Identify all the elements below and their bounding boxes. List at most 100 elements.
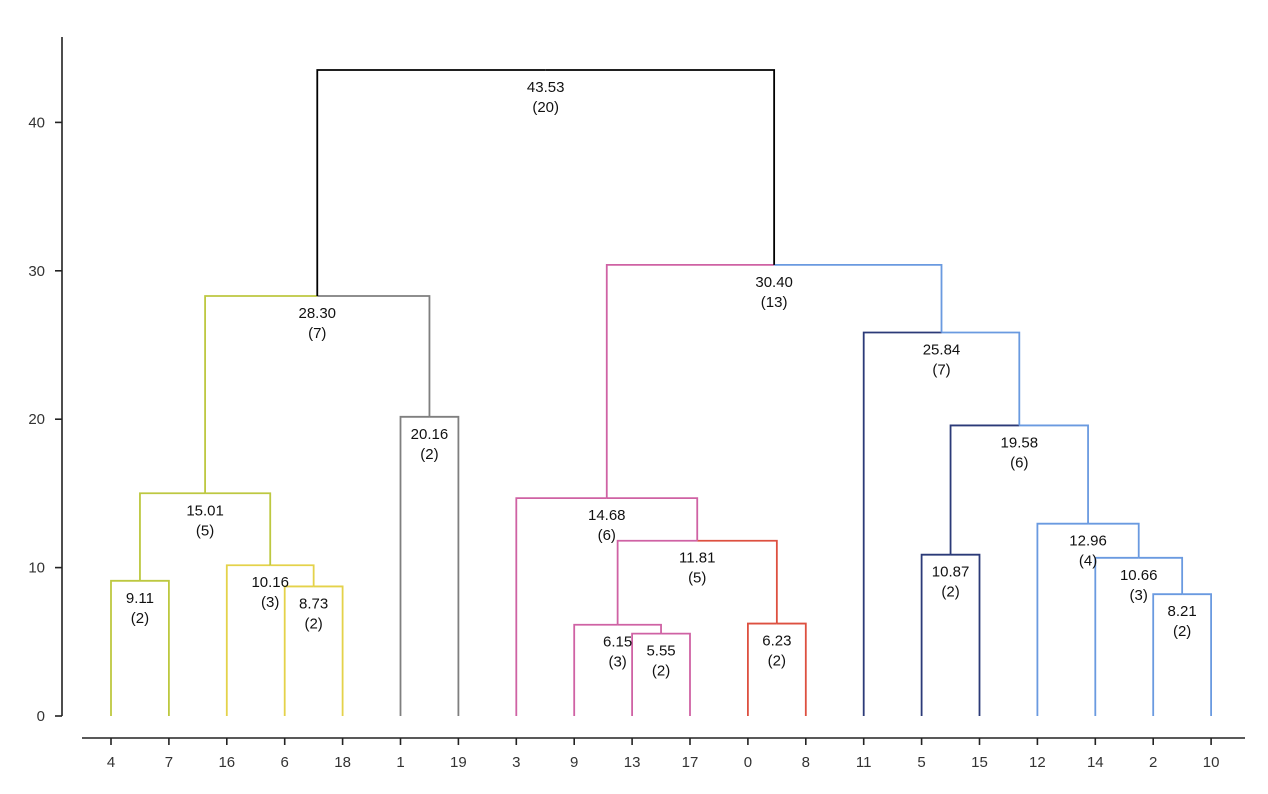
- merge-link-left: [920, 553, 951, 716]
- merge-distance-label: 20.16: [411, 426, 449, 443]
- merge-link: [283, 585, 344, 716]
- x-tick-label: 8: [802, 754, 810, 771]
- x-tick-label: 19: [450, 754, 467, 771]
- merge-link-right: [697, 539, 778, 624]
- x-tick-label: 13: [624, 754, 641, 771]
- merge-distance-label: 10.16: [251, 574, 289, 591]
- merge-distance-label: 9.11: [126, 590, 154, 607]
- merge-link-left: [316, 69, 546, 297]
- merge-link-right: [545, 69, 776, 265]
- merge-count-label: (7): [308, 325, 326, 342]
- merge-link-left: [515, 497, 607, 716]
- merge-link-right: [270, 564, 315, 587]
- x-tick-label: 12: [1029, 754, 1046, 771]
- merge-distance-label: 6.23: [762, 633, 791, 650]
- x-tick-label: 11: [856, 754, 872, 771]
- merge-distance-label: 14.68: [588, 507, 626, 524]
- merge-link-right: [205, 492, 272, 566]
- merge-count-label: (2): [304, 615, 322, 632]
- merge-count-label: (3): [1130, 587, 1148, 604]
- merge-count-label: (3): [261, 594, 279, 611]
- y-tick-label: 40: [28, 114, 45, 131]
- x-tick-label: 7: [165, 754, 173, 771]
- merge-distance-label: 10.87: [932, 564, 970, 581]
- merge-link: [920, 553, 981, 716]
- merge-link-right: [950, 553, 981, 716]
- merge-link-left: [1094, 556, 1139, 716]
- x-tick-label: 2: [1149, 754, 1157, 771]
- merge-distance-label: 6.15: [603, 634, 632, 651]
- merge-distance-label: 15.01: [186, 502, 224, 519]
- y-axis-ticks: 0 10 20 30 40: [28, 114, 62, 725]
- merge-link: [399, 415, 460, 716]
- x-tick-label: 1: [396, 754, 404, 771]
- merge-link: [1036, 522, 1140, 716]
- merge-link: [747, 622, 807, 716]
- x-tick-label: 14: [1087, 754, 1104, 771]
- merge-count-label: (5): [196, 522, 214, 539]
- merge-link: [204, 295, 431, 494]
- merge-distance-label: 8.73: [299, 595, 328, 612]
- merge-count-label: (2): [1173, 623, 1191, 640]
- x-tick-label: 9: [570, 754, 578, 771]
- merge-link-right: [1019, 424, 1089, 524]
- merge-link-left: [631, 632, 662, 716]
- merge-link: [139, 492, 272, 581]
- merge-link: [110, 579, 170, 716]
- merge-link-left: [204, 295, 318, 494]
- merge-link-right: [1182, 593, 1212, 716]
- merge-link: [316, 69, 776, 297]
- merge-link-left: [949, 424, 1020, 555]
- x-tick-label: 6: [281, 754, 289, 771]
- merge-link-right: [139, 579, 170, 716]
- merge-link-left: [1036, 522, 1089, 716]
- merge-count-label: (2): [652, 663, 670, 680]
- merge-link-right: [606, 497, 699, 541]
- y-tick-label: 10: [28, 560, 45, 577]
- merge-link-left: [747, 622, 777, 716]
- merge-link: [225, 564, 315, 716]
- y-tick-label: 20: [28, 411, 45, 428]
- merge-link-right: [617, 623, 662, 634]
- merge-count-label: (6): [598, 527, 616, 544]
- merge-count-label: (2): [941, 584, 959, 601]
- merge-link: [1094, 556, 1184, 716]
- merge-count-label: (2): [768, 653, 786, 670]
- merge-distance-label: 19.58: [1001, 434, 1039, 451]
- merge-labels: 9.11 (2) 8.73 (2) 10.16 (3) 15.01 (5) 20.16 (2) 28…: [126, 79, 1197, 680]
- merge-link-right: [313, 585, 344, 716]
- merge-link-left: [110, 579, 140, 716]
- merge-link-right: [774, 263, 943, 333]
- x-tick-label: 10: [1203, 754, 1220, 771]
- merge-link-left: [283, 585, 314, 716]
- x-tick-label: 16: [218, 754, 235, 771]
- merge-count-label: (7): [932, 362, 950, 379]
- merge-count-label: (6): [1010, 454, 1028, 471]
- dendrogram-links: [110, 69, 1212, 716]
- x-tick-label: 0: [744, 754, 752, 771]
- x-tick-label: 17: [682, 754, 699, 771]
- merge-link-left: [1152, 593, 1183, 716]
- x-tick-label: 15: [971, 754, 988, 771]
- merge-link-right: [1088, 522, 1140, 558]
- merge-count-label: (5): [688, 570, 706, 587]
- merge-link: [515, 497, 699, 716]
- merge-link-left: [605, 263, 775, 499]
- x-tick-label: 5: [917, 754, 925, 771]
- merge-count-label: (4): [1079, 553, 1097, 570]
- x-tick-label: 3: [512, 754, 520, 771]
- merge-distance-label: 30.40: [755, 274, 793, 291]
- merge-link: [1152, 593, 1212, 716]
- merge-link-left: [616, 539, 698, 625]
- y-tick-label: 0: [37, 708, 45, 725]
- merge-distance-label: 12.96: [1069, 533, 1107, 550]
- merge-link: [949, 424, 1089, 555]
- merge-link-right: [317, 295, 431, 417]
- merge-distance-label: 28.30: [298, 305, 336, 322]
- merge-link-left: [862, 331, 942, 716]
- merge-link: [616, 539, 778, 625]
- merge-count-label: (13): [761, 294, 788, 311]
- merge-link-left: [139, 492, 206, 581]
- merge-link-right: [776, 622, 807, 716]
